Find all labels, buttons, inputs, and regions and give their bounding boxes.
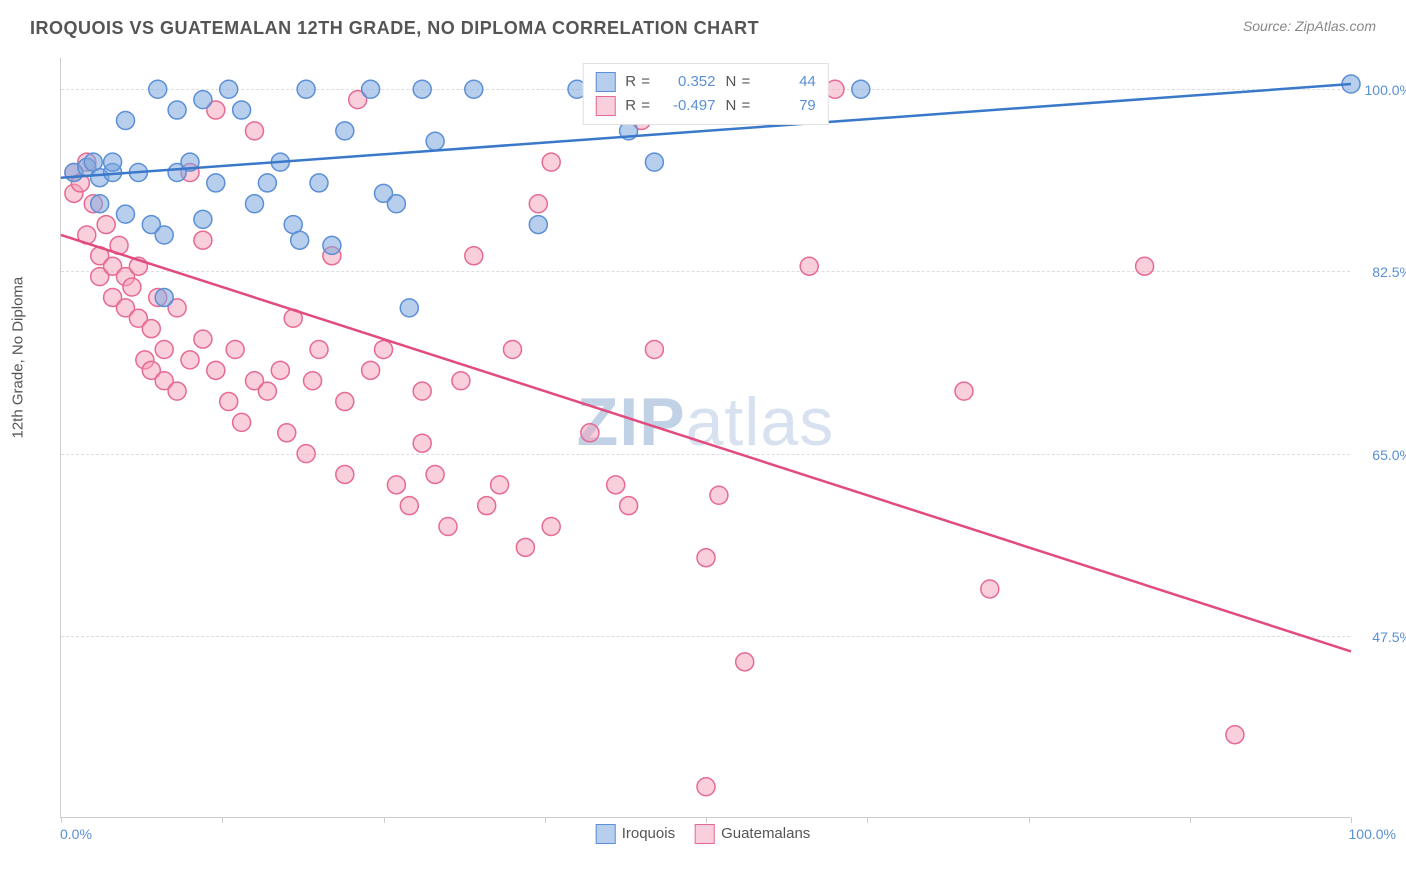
legend-swatch-iroquois bbox=[595, 72, 615, 92]
scatter-chart: 47.5%65.0%82.5%100.0% ZIPatlas R = 0.352… bbox=[60, 58, 1350, 818]
y-tick-label: 82.5% bbox=[1372, 264, 1406, 280]
y-tick-label: 65.0% bbox=[1372, 447, 1406, 463]
legend-item-guatemalans: Guatemalans bbox=[695, 824, 810, 844]
y-axis-title: 12th Grade, No Diploma bbox=[10, 277, 27, 439]
legend-swatch-icon bbox=[695, 824, 715, 844]
legend-item-iroquois: Iroquois bbox=[596, 824, 675, 844]
source-attribution: Source: ZipAtlas.com bbox=[1243, 18, 1376, 34]
y-tick-label: 100.0% bbox=[1365, 82, 1406, 98]
x-axis-max-label: 100.0% bbox=[1349, 826, 1396, 842]
plot-svg bbox=[61, 58, 1350, 817]
legend-row-iroquois: R = 0.352 N = 44 bbox=[595, 70, 816, 94]
chart-title: IROQUOIS VS GUATEMALAN 12TH GRADE, NO DI… bbox=[30, 18, 759, 39]
stats-legend: R = 0.352 N = 44 R = -0.497 N = 79 bbox=[582, 63, 829, 125]
y-tick-label: 47.5% bbox=[1372, 629, 1406, 645]
bottom-legend: Iroquois Guatemalans bbox=[596, 824, 811, 844]
legend-swatch-guatemalans bbox=[595, 96, 615, 116]
legend-swatch-icon bbox=[596, 824, 616, 844]
legend-row-guatemalans: R = -0.497 N = 79 bbox=[595, 94, 816, 118]
x-axis-min-label: 0.0% bbox=[60, 826, 92, 842]
